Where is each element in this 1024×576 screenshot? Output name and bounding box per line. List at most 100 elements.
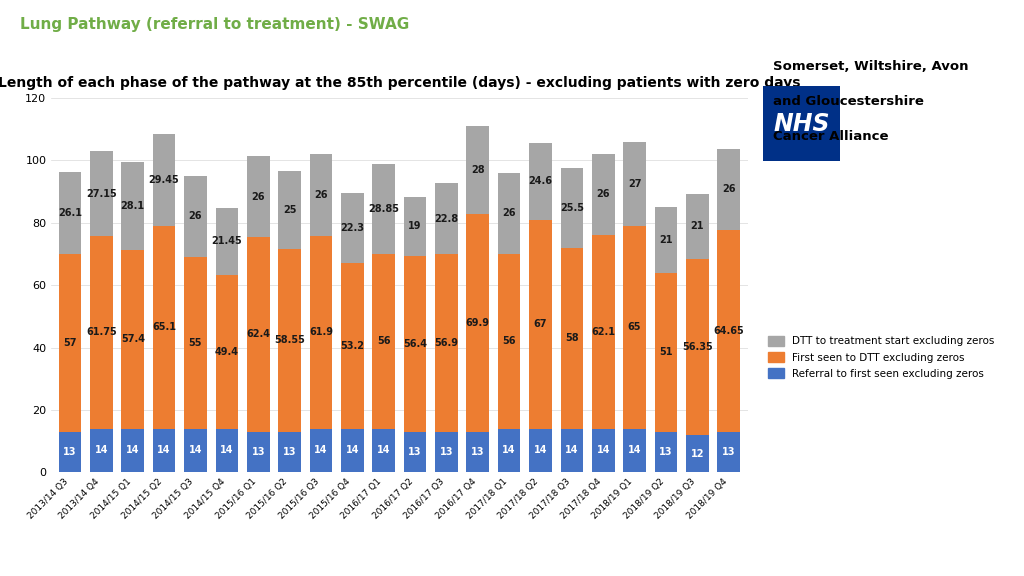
Text: 21: 21 xyxy=(690,221,705,232)
Bar xyxy=(686,435,709,472)
Text: 14: 14 xyxy=(126,445,139,456)
Bar xyxy=(58,432,81,472)
Text: and Gloucestershire: and Gloucestershire xyxy=(773,95,924,108)
Text: 29.45: 29.45 xyxy=(148,175,179,184)
Text: 61.75: 61.75 xyxy=(86,327,117,338)
Text: 28.85: 28.85 xyxy=(369,204,399,214)
Bar xyxy=(247,237,269,432)
Text: 13: 13 xyxy=(722,447,735,457)
Text: 53.2: 53.2 xyxy=(340,340,365,351)
Bar xyxy=(467,432,489,472)
Text: 14: 14 xyxy=(158,445,171,456)
Text: 22.8: 22.8 xyxy=(434,214,459,223)
Bar xyxy=(529,143,552,219)
Bar xyxy=(58,172,81,254)
Text: NHS: NHS xyxy=(773,112,829,136)
Text: 14: 14 xyxy=(220,445,233,456)
Text: 65.1: 65.1 xyxy=(153,322,176,332)
Bar xyxy=(184,429,207,472)
Bar xyxy=(122,429,144,472)
Text: 64.65: 64.65 xyxy=(714,326,744,336)
Text: 56.9: 56.9 xyxy=(434,338,459,348)
Bar xyxy=(90,236,113,429)
Text: 14: 14 xyxy=(534,445,547,456)
Text: 24.6: 24.6 xyxy=(528,176,553,186)
Text: 21: 21 xyxy=(659,235,673,245)
Bar xyxy=(592,235,614,429)
Text: 14: 14 xyxy=(565,445,579,456)
Bar xyxy=(341,429,364,472)
Bar xyxy=(592,154,614,235)
Bar xyxy=(654,207,677,272)
Text: 14: 14 xyxy=(94,445,109,456)
Text: 65: 65 xyxy=(628,322,641,332)
Bar xyxy=(498,254,520,429)
Bar xyxy=(184,257,207,429)
Text: 14: 14 xyxy=(377,445,390,456)
Text: 28: 28 xyxy=(471,165,484,175)
Bar xyxy=(718,149,740,230)
Text: 14: 14 xyxy=(503,445,516,456)
Bar xyxy=(373,254,395,429)
Text: 56: 56 xyxy=(503,336,516,346)
Bar xyxy=(498,429,520,472)
Text: 26: 26 xyxy=(722,184,735,195)
Text: 61.9: 61.9 xyxy=(309,327,333,337)
Bar xyxy=(624,429,646,472)
Bar xyxy=(279,171,301,249)
Bar xyxy=(122,249,144,429)
Bar xyxy=(279,432,301,472)
Bar xyxy=(90,429,113,472)
Bar xyxy=(373,429,395,472)
Bar xyxy=(624,226,646,429)
Bar xyxy=(467,126,489,214)
Text: 56.4: 56.4 xyxy=(403,339,427,349)
Text: 49.4: 49.4 xyxy=(215,347,239,357)
Legend: DTT to treatment start excluding zeros, First seen to DTT excluding zeros, Refer: DTT to treatment start excluding zeros, … xyxy=(768,336,994,378)
Title: Length of each phase of the pathway at the 85th percentile (days) - excluding pa: Length of each phase of the pathway at t… xyxy=(0,76,801,90)
Text: 13: 13 xyxy=(659,447,673,457)
Bar xyxy=(341,263,364,429)
Text: 14: 14 xyxy=(188,445,202,456)
Text: 14: 14 xyxy=(345,445,359,456)
Text: Lung Pathway (referral to treatment) - SWAG: Lung Pathway (referral to treatment) - S… xyxy=(20,17,410,32)
Bar xyxy=(654,432,677,472)
Text: 13: 13 xyxy=(63,447,77,457)
Bar xyxy=(592,429,614,472)
Text: 13: 13 xyxy=(471,447,484,457)
Text: 19: 19 xyxy=(409,221,422,231)
Text: 12: 12 xyxy=(690,449,705,458)
Bar xyxy=(90,151,113,236)
Bar xyxy=(309,154,332,236)
Bar xyxy=(309,236,332,429)
Text: 56: 56 xyxy=(377,336,390,346)
Text: 55: 55 xyxy=(188,338,202,348)
Bar xyxy=(122,162,144,249)
Bar xyxy=(341,193,364,263)
Text: 13: 13 xyxy=(439,447,454,457)
Text: 51: 51 xyxy=(659,347,673,357)
Text: Somerset, Wiltshire, Avon: Somerset, Wiltshire, Avon xyxy=(773,60,969,74)
Text: 26: 26 xyxy=(597,190,610,199)
Text: 26: 26 xyxy=(314,190,328,200)
Bar xyxy=(216,275,239,429)
Bar xyxy=(718,432,740,472)
Bar xyxy=(184,176,207,257)
Text: 13: 13 xyxy=(409,447,422,457)
Bar xyxy=(467,214,489,432)
Bar xyxy=(279,249,301,432)
Text: 14: 14 xyxy=(314,445,328,456)
Text: 67: 67 xyxy=(534,319,547,329)
Bar xyxy=(560,168,583,248)
Bar xyxy=(403,432,426,472)
Bar xyxy=(403,196,426,256)
Text: 58.55: 58.55 xyxy=(274,335,305,346)
Bar xyxy=(560,248,583,429)
Bar xyxy=(435,254,458,432)
Bar xyxy=(560,429,583,472)
Text: 69.9: 69.9 xyxy=(466,318,489,328)
Bar xyxy=(498,173,520,254)
Bar xyxy=(529,219,552,429)
Text: 57: 57 xyxy=(63,338,77,348)
Bar xyxy=(686,194,709,259)
